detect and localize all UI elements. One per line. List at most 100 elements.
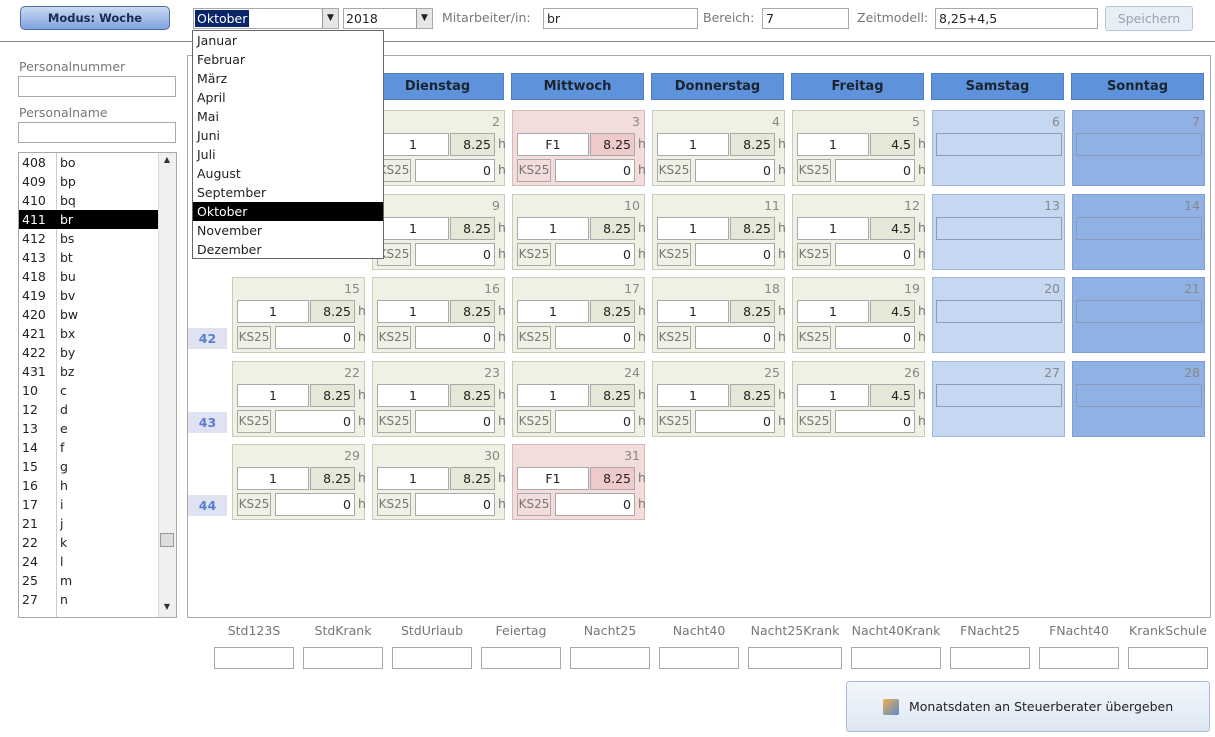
employee-number[interactable]: 21 [22,516,38,531]
employee-name[interactable]: bx [60,326,76,341]
hours-field[interactable]: 8.25 [310,300,355,323]
employee-name[interactable]: bv [60,288,76,303]
code-field[interactable]: 1 [517,217,589,240]
employee-name[interactable]: bs [60,231,75,246]
employee-number[interactable]: 13 [22,421,38,436]
employee-number[interactable]: 431 [22,364,46,379]
ks-field[interactable]: KS25 [517,493,551,516]
code-field[interactable]: 1 [797,384,869,407]
hours-field[interactable]: 8.25 [590,133,635,156]
hours-field[interactable]: 8.25 [590,467,635,490]
code-field[interactable]: F1 [517,133,589,156]
code-field[interactable]: 1 [657,384,729,407]
day-cell[interactable]: 23 1 8.25 h KS25 0 h [372,361,506,437]
weekend-field[interactable] [1076,217,1202,240]
hours-field[interactable]: 4.5 [870,300,915,323]
total-field[interactable] [303,647,383,669]
code-field[interactable]: F1 [517,467,589,490]
month-option[interactable]: April [197,90,226,105]
employee-number[interactable]: 10 [22,383,38,398]
day-cell[interactable]: 18 1 8.25 h KS25 0 h [652,277,786,353]
employee-name[interactable]: bu [60,269,76,284]
employee-name[interactable]: c [60,383,67,398]
hours-field[interactable]: 8.25 [730,133,775,156]
month-option[interactable]: November [197,223,263,238]
day-cell[interactable]: 26 1 4.5 h KS25 0 h [792,361,926,437]
day-cell[interactable]: 24 1 8.25 h KS25 0 h [512,361,646,437]
day-cell[interactable]: 31 F1 8.25 h KS25 0 h [512,444,646,520]
area-input[interactable]: 7 [762,8,849,29]
hours-field[interactable]: 8.25 [310,384,355,407]
hours-field[interactable]: 8.25 [450,133,495,156]
scroll-down[interactable]: ▼ [163,602,171,611]
day-cell[interactable]: 9 1 8.25 h KS25 0 h [372,194,506,270]
rest-field[interactable]: 0 [275,326,355,349]
employee-input[interactable]: br [543,8,698,29]
day-cell[interactable]: 20 [932,277,1065,353]
ks-field[interactable]: KS25 [797,159,831,182]
day-cell[interactable]: 7 [1072,110,1205,186]
code-field[interactable]: 1 [657,300,729,323]
day-cell[interactable]: 6 [932,110,1065,186]
rest-field[interactable]: 0 [415,159,495,182]
day-cell[interactable]: 30 1 8.25 h KS25 0 h [372,444,506,520]
year-combo[interactable]: 2018 [343,8,433,29]
hours-field[interactable]: 4.5 [870,133,915,156]
rest-field[interactable]: 0 [835,326,915,349]
ks-field[interactable]: KS25 [657,410,691,433]
code-field[interactable]: 1 [657,133,729,156]
code-field[interactable]: 1 [657,217,729,240]
day-cell[interactable]: 25 1 8.25 h KS25 0 h [652,361,786,437]
name-input[interactable] [18,122,176,143]
hours-field[interactable]: 8.25 [590,300,635,323]
hours-field[interactable]: 8.25 [590,217,635,240]
month-option[interactable]: August [197,166,241,181]
employee-name[interactable]: bz [60,364,75,379]
employee-number[interactable]: 408 [22,155,46,170]
employee-name[interactable]: bw [60,307,79,322]
employee-number[interactable]: 15 [22,459,38,474]
hours-field[interactable]: 8.25 [730,384,775,407]
code-field[interactable]: 1 [377,217,449,240]
employee-number[interactable]: 12 [22,402,38,417]
submit-button[interactable]: Monatsdaten an Steuerberater übergeben [846,681,1210,732]
code-field[interactable]: 1 [797,133,869,156]
total-field[interactable] [1128,647,1208,669]
rest-field[interactable]: 0 [555,159,635,182]
rest-field[interactable]: 0 [555,243,635,266]
code-field[interactable]: 1 [377,133,449,156]
employee-name[interactable]: bo [60,155,76,170]
hours-field[interactable]: 8.25 [450,467,495,490]
employee-name[interactable]: i [60,497,64,512]
employee-name[interactable]: by [60,345,76,360]
total-field[interactable] [748,647,842,669]
ks-field[interactable]: KS25 [517,326,551,349]
month-option[interactable]: Juni [197,128,221,143]
number-input[interactable] [18,76,176,97]
code-field[interactable]: 1 [797,300,869,323]
rest-field[interactable]: 0 [835,159,915,182]
day-cell[interactable]: 13 [932,194,1065,270]
ks-field[interactable]: KS25 [797,243,831,266]
employee-name[interactable]: d [60,402,68,417]
employee-number[interactable]: 411 [22,212,46,227]
rest-field[interactable]: 0 [415,493,495,516]
day-cell[interactable]: 11 1 8.25 h KS25 0 h [652,194,786,270]
employee-number[interactable]: 17 [22,497,38,512]
day-cell[interactable]: 2 1 8.25 h KS25 0 h [372,110,506,186]
employee-number[interactable]: 410 [22,193,46,208]
ks-field[interactable]: KS25 [377,493,411,516]
employee-name[interactable]: g [60,459,68,474]
ks-field[interactable]: KS25 [237,410,271,433]
year-arrow[interactable]: ▼ [416,9,432,28]
code-field[interactable]: 1 [377,384,449,407]
ks-field[interactable]: KS25 [517,243,551,266]
rest-field[interactable]: 0 [555,410,635,433]
scroll-thumb[interactable] [160,533,174,547]
employee-number[interactable]: 421 [22,326,46,341]
employee-name[interactable]: l [60,554,64,569]
ks-field[interactable]: KS25 [377,326,411,349]
employee-name[interactable]: br [60,212,74,227]
employee-number[interactable]: 24 [22,554,38,569]
employee-number[interactable]: 422 [22,345,46,360]
